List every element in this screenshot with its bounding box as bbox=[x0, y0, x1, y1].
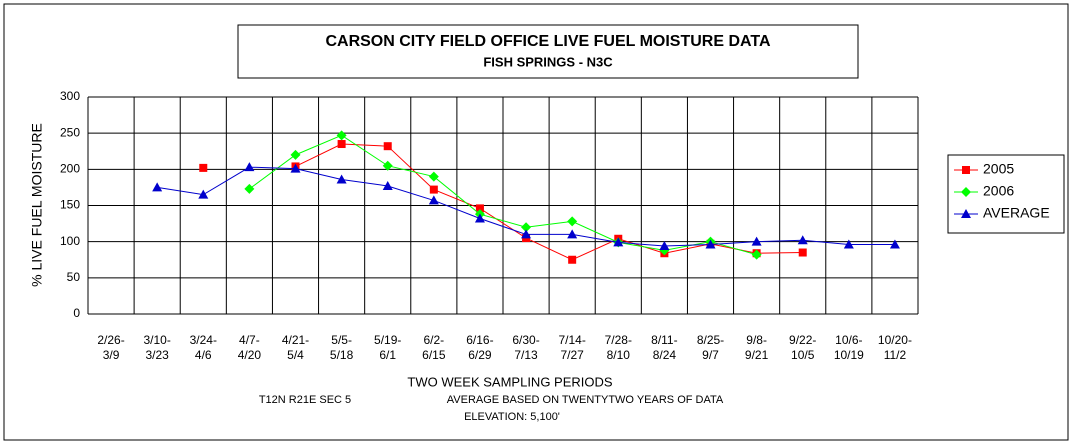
point bbox=[290, 149, 301, 160]
point bbox=[613, 237, 624, 247]
point bbox=[843, 239, 854, 249]
x-tick-label: 4/6 bbox=[195, 348, 212, 362]
point bbox=[382, 160, 393, 171]
note: ELEVATION: 5,100' bbox=[464, 411, 560, 423]
point bbox=[705, 239, 716, 249]
point bbox=[199, 163, 208, 172]
x-tick-label: 5/4 bbox=[287, 348, 304, 362]
note: T12N R21E SEC 5 bbox=[259, 394, 351, 406]
point bbox=[336, 174, 347, 184]
x-tick-label: 3/9 bbox=[103, 348, 120, 362]
x-tick-label: 8/11- bbox=[651, 333, 677, 347]
x-tick-label: 6/1 bbox=[379, 348, 396, 362]
point bbox=[962, 166, 970, 174]
chart-subtitle: FISH SPRINGS - N3C bbox=[483, 54, 613, 69]
point bbox=[659, 241, 670, 251]
point bbox=[336, 130, 347, 141]
x-tick-label: 4/20 bbox=[238, 348, 262, 362]
x-tick-label: 6/30- bbox=[512, 333, 539, 347]
point bbox=[567, 216, 578, 227]
series-line bbox=[249, 134, 757, 256]
note: AVERAGE BASED ON TWENTYTWO YEARS OF DATA bbox=[447, 394, 724, 406]
x-tick-label: 10/6- bbox=[835, 333, 862, 347]
x-tick-label: 5/18 bbox=[330, 348, 354, 362]
point bbox=[337, 140, 346, 149]
y-tick-label: 50 bbox=[67, 270, 81, 284]
x-tick-label: 4/21- bbox=[282, 333, 309, 347]
x-tick-label: 9/22- bbox=[789, 333, 816, 347]
x-tick-label: 8/10 bbox=[607, 348, 631, 362]
x-tick-label: 9/7 bbox=[702, 348, 719, 362]
x-axis-label: TWO WEEK SAMPLING PERIODS bbox=[407, 374, 612, 389]
point bbox=[751, 236, 762, 246]
x-tick-label: 6/16- bbox=[466, 333, 493, 347]
point bbox=[428, 195, 439, 205]
legend-label: AVERAGE bbox=[983, 205, 1050, 221]
x-tick-label: 11/2 bbox=[884, 348, 907, 362]
point bbox=[244, 183, 255, 194]
y-tick-label: 100 bbox=[60, 234, 80, 248]
point bbox=[152, 182, 163, 192]
x-tick-label: 10/20- bbox=[878, 333, 912, 347]
x-tick-label: 10/5 bbox=[791, 348, 815, 362]
x-tick-label: 8/24 bbox=[653, 348, 677, 362]
point bbox=[383, 142, 392, 151]
x-tick-label: 3/10- bbox=[143, 333, 170, 347]
x-tick-label: 5/5- bbox=[331, 333, 352, 347]
point bbox=[474, 213, 485, 223]
title-box bbox=[237, 24, 859, 79]
point bbox=[797, 235, 808, 245]
y-tick-label: 200 bbox=[60, 162, 80, 176]
series-line bbox=[295, 143, 803, 261]
point bbox=[382, 180, 393, 190]
point bbox=[567, 229, 578, 239]
y-axis-label: % LIVE FUEL MOISTURE bbox=[29, 123, 45, 287]
x-tick-label: 3/23 bbox=[145, 348, 169, 362]
y-tick-label: 250 bbox=[60, 125, 80, 139]
chart-title: CARSON CITY FIELD OFFICE LIVE FUEL MOIST… bbox=[325, 33, 770, 50]
point bbox=[521, 222, 532, 233]
x-tick-label: 9/21 bbox=[745, 348, 769, 362]
point bbox=[889, 239, 900, 249]
point bbox=[961, 187, 971, 197]
point bbox=[290, 163, 301, 173]
x-tick-label: 7/14- bbox=[558, 333, 585, 347]
x-tick-label: 7/27 bbox=[560, 348, 584, 362]
point bbox=[798, 248, 807, 257]
legend-label: 2006 bbox=[983, 183, 1014, 199]
y-tick-label: 300 bbox=[60, 89, 80, 103]
x-tick-label: 6/29 bbox=[468, 348, 492, 362]
x-tick-label: 8/25- bbox=[697, 333, 724, 347]
legend-label: 2005 bbox=[983, 161, 1014, 177]
x-tick-label: 3/24- bbox=[190, 333, 217, 347]
point bbox=[198, 189, 209, 199]
x-tick-label: 5/19- bbox=[374, 333, 401, 347]
point bbox=[568, 255, 577, 264]
point bbox=[429, 185, 438, 194]
y-tick-label: 150 bbox=[60, 198, 80, 212]
point bbox=[475, 204, 484, 213]
x-tick-label: 2/26- bbox=[97, 333, 124, 347]
x-tick-label: 4/7- bbox=[239, 333, 260, 347]
x-tick-label: 9/8- bbox=[746, 333, 767, 347]
x-tick-label: 6/15 bbox=[422, 348, 446, 362]
x-tick-label: 7/13 bbox=[514, 348, 538, 362]
point bbox=[521, 229, 532, 239]
x-tick-label: 7/28- bbox=[605, 333, 632, 347]
point bbox=[244, 162, 255, 172]
x-tick-label: 10/19 bbox=[834, 348, 864, 362]
x-tick-label: 6/2- bbox=[423, 333, 444, 347]
point bbox=[428, 171, 439, 182]
point bbox=[751, 249, 762, 260]
y-tick-label: 0 bbox=[73, 306, 80, 320]
point bbox=[961, 209, 971, 218]
